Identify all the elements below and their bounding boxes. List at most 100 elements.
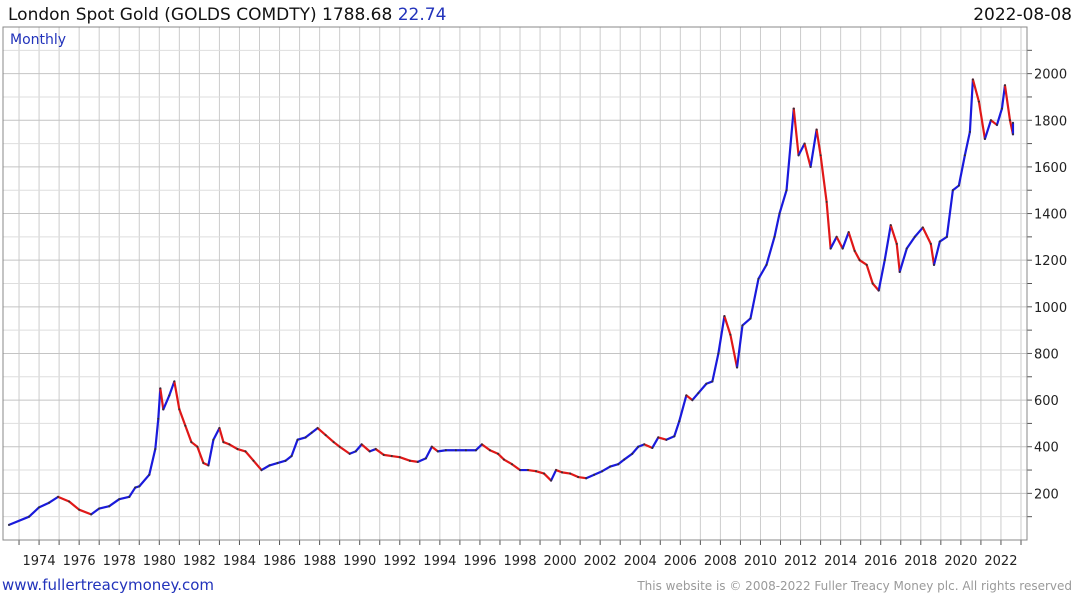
- price-point: [8, 523, 11, 526]
- price-segment: [983, 119, 993, 141]
- x-tick-label: 2020: [944, 554, 977, 569]
- price-point: [841, 247, 844, 250]
- y-tick-label: 1800: [1034, 114, 1067, 129]
- price-segment: [735, 324, 744, 369]
- price-point: [921, 226, 924, 229]
- price-point: [995, 123, 998, 126]
- price-segment: [276, 459, 287, 465]
- price-point: [222, 441, 225, 444]
- price-point: [332, 441, 335, 444]
- price-point: [665, 438, 668, 441]
- price-segment: [398, 456, 411, 462]
- price-segment: [7, 515, 31, 526]
- price-point: [382, 453, 385, 456]
- x-tick-label: 1988: [303, 554, 336, 569]
- price-segment: [858, 259, 868, 266]
- price-segment: [977, 100, 987, 141]
- price-point: [207, 464, 210, 467]
- price-segment: [825, 200, 832, 250]
- price-point: [853, 249, 856, 252]
- price-segment: [593, 470, 604, 476]
- price-segment: [921, 226, 932, 245]
- price-segment: [502, 458, 514, 466]
- price-point: [1008, 119, 1011, 122]
- price-point: [858, 259, 861, 262]
- price-segment: [207, 438, 215, 467]
- price-point: [913, 235, 916, 238]
- price-point: [971, 78, 974, 81]
- price-point: [284, 459, 287, 462]
- price-point: [502, 458, 505, 461]
- price-point: [78, 508, 81, 511]
- price-segment: [865, 263, 874, 285]
- price-segment: [212, 426, 221, 441]
- price-point: [296, 438, 299, 441]
- price-point: [785, 189, 788, 192]
- price-segment: [304, 431, 313, 439]
- price-segment: [929, 242, 936, 266]
- price-point: [260, 469, 263, 472]
- price-point: [496, 452, 499, 455]
- price-segment: [971, 78, 981, 103]
- price-point: [324, 434, 327, 437]
- x-tick-label: 1994: [423, 554, 456, 569]
- price-point: [757, 277, 760, 280]
- price-point: [819, 154, 822, 157]
- price-point: [792, 107, 795, 110]
- price-point: [290, 455, 293, 458]
- price-segment: [995, 107, 1004, 127]
- price-segment: [835, 235, 844, 250]
- price-segment: [78, 508, 93, 516]
- price-point: [697, 392, 700, 395]
- price-point: [454, 449, 457, 452]
- price-point: [883, 259, 886, 262]
- price-point: [983, 137, 986, 140]
- price-segment: [510, 463, 522, 472]
- price-segment: [190, 440, 199, 448]
- price-point: [678, 420, 681, 423]
- price-segment: [549, 468, 558, 482]
- x-tick-label: 1996: [463, 554, 496, 569]
- price-point: [736, 366, 739, 369]
- y-tick-label: 1000: [1034, 301, 1067, 316]
- x-tick-label: 2006: [664, 554, 697, 569]
- price-point: [519, 469, 522, 472]
- price-segment: [496, 452, 506, 461]
- price-segment: [27, 506, 41, 518]
- price-segment: [792, 107, 800, 157]
- price-point: [773, 235, 776, 238]
- x-tick-label: 1980: [143, 554, 176, 569]
- price-point: [865, 263, 868, 266]
- price-point: [202, 462, 205, 465]
- price-point: [134, 486, 137, 489]
- price-point: [338, 445, 341, 448]
- price-point: [691, 399, 694, 402]
- price-point: [1011, 121, 1014, 124]
- x-tick-label: 2008: [704, 554, 737, 569]
- price-point: [705, 382, 708, 385]
- price-segment: [871, 282, 880, 292]
- x-tick-label: 2022: [984, 554, 1017, 569]
- price-segment: [723, 315, 732, 336]
- price-point: [617, 463, 620, 466]
- x-tick-label: 1992: [383, 554, 416, 569]
- price-point: [310, 431, 313, 434]
- price-segment: [526, 468, 538, 473]
- price-point: [416, 460, 419, 463]
- price-point: [218, 427, 221, 430]
- price-point: [637, 445, 640, 448]
- price-point: [118, 498, 121, 501]
- price-segment: [778, 189, 788, 215]
- price-segment: [382, 453, 393, 458]
- x-tick-label: 1984: [223, 554, 256, 569]
- price-point: [38, 506, 41, 509]
- price-segment: [877, 259, 886, 292]
- site-link[interactable]: www.fullertreacymoney.com: [2, 576, 215, 594]
- price-segment: [932, 240, 941, 266]
- price-point: [90, 513, 93, 516]
- price-point: [1000, 107, 1003, 110]
- price-point: [989, 119, 992, 122]
- price-segment: [829, 235, 838, 250]
- price-segment: [841, 231, 850, 250]
- y-tick-label: 400: [1034, 441, 1059, 456]
